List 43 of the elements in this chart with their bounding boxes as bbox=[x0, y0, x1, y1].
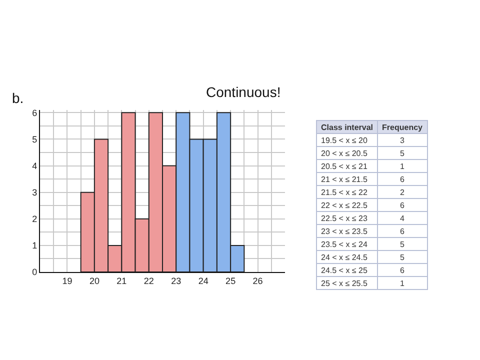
text: 2 bbox=[378, 186, 427, 198]
y-tick-label: 2 bbox=[32, 214, 38, 224]
x-tick-label: 23 bbox=[171, 276, 182, 286]
text: Frequency bbox=[378, 120, 427, 134]
text: 1 bbox=[378, 276, 427, 290]
text: 25 < x ≤ 25.5 bbox=[316, 276, 378, 290]
y-tick-label: 3 bbox=[32, 187, 38, 198]
text: 3 bbox=[378, 134, 427, 146]
text: 23.5 < x ≤ 24 bbox=[316, 238, 378, 250]
text: 20 < x ≤ 20.5 bbox=[316, 146, 378, 160]
text: 21 < x ≤ 21.5 bbox=[316, 172, 378, 186]
text: Continuous! bbox=[206, 84, 281, 100]
x-tick-label: 24 bbox=[198, 276, 208, 286]
text: 24 < x ≤ 24.5 bbox=[316, 250, 378, 264]
text: 19.5 < x ≤ 20 bbox=[316, 134, 378, 146]
x-tick-label: 21 bbox=[116, 276, 127, 286]
x-tick-label: 19 bbox=[62, 276, 72, 286]
text: Class interval bbox=[316, 120, 378, 134]
text: 5 bbox=[378, 238, 427, 250]
text: 20.5 < x ≤ 21 bbox=[316, 160, 378, 172]
text: 6 bbox=[378, 198, 427, 212]
text: 6 bbox=[378, 264, 427, 276]
text: 24.5 < x ≤ 25 bbox=[316, 264, 378, 276]
text: 22 < x ≤ 22.5 bbox=[316, 198, 378, 212]
text: 23 < x ≤ 23.5 bbox=[316, 224, 378, 238]
text: 1 bbox=[378, 160, 427, 172]
text: b. bbox=[12, 90, 24, 106]
x-tick-label: 20 bbox=[89, 276, 100, 286]
text: 5 bbox=[378, 146, 427, 160]
text: 6 bbox=[378, 224, 427, 238]
text: 21.5 < x ≤ 22 bbox=[316, 186, 378, 198]
text: 22.5 < x ≤ 23 bbox=[316, 212, 378, 224]
y-tick-label: 4 bbox=[32, 160, 38, 171]
text: 5 bbox=[378, 250, 427, 264]
x-tick-label: 25 bbox=[226, 276, 236, 286]
y-tick-label: 6 bbox=[32, 108, 38, 118]
y-tick-label: 1 bbox=[32, 240, 38, 251]
y-tick-label: 0 bbox=[32, 267, 38, 278]
text: 4 bbox=[378, 212, 427, 224]
x-tick-label: 26 bbox=[252, 276, 263, 286]
text: 6 bbox=[378, 172, 427, 186]
x-tick-label: 22 bbox=[144, 276, 154, 286]
y-tick-label: 5 bbox=[32, 134, 38, 144]
